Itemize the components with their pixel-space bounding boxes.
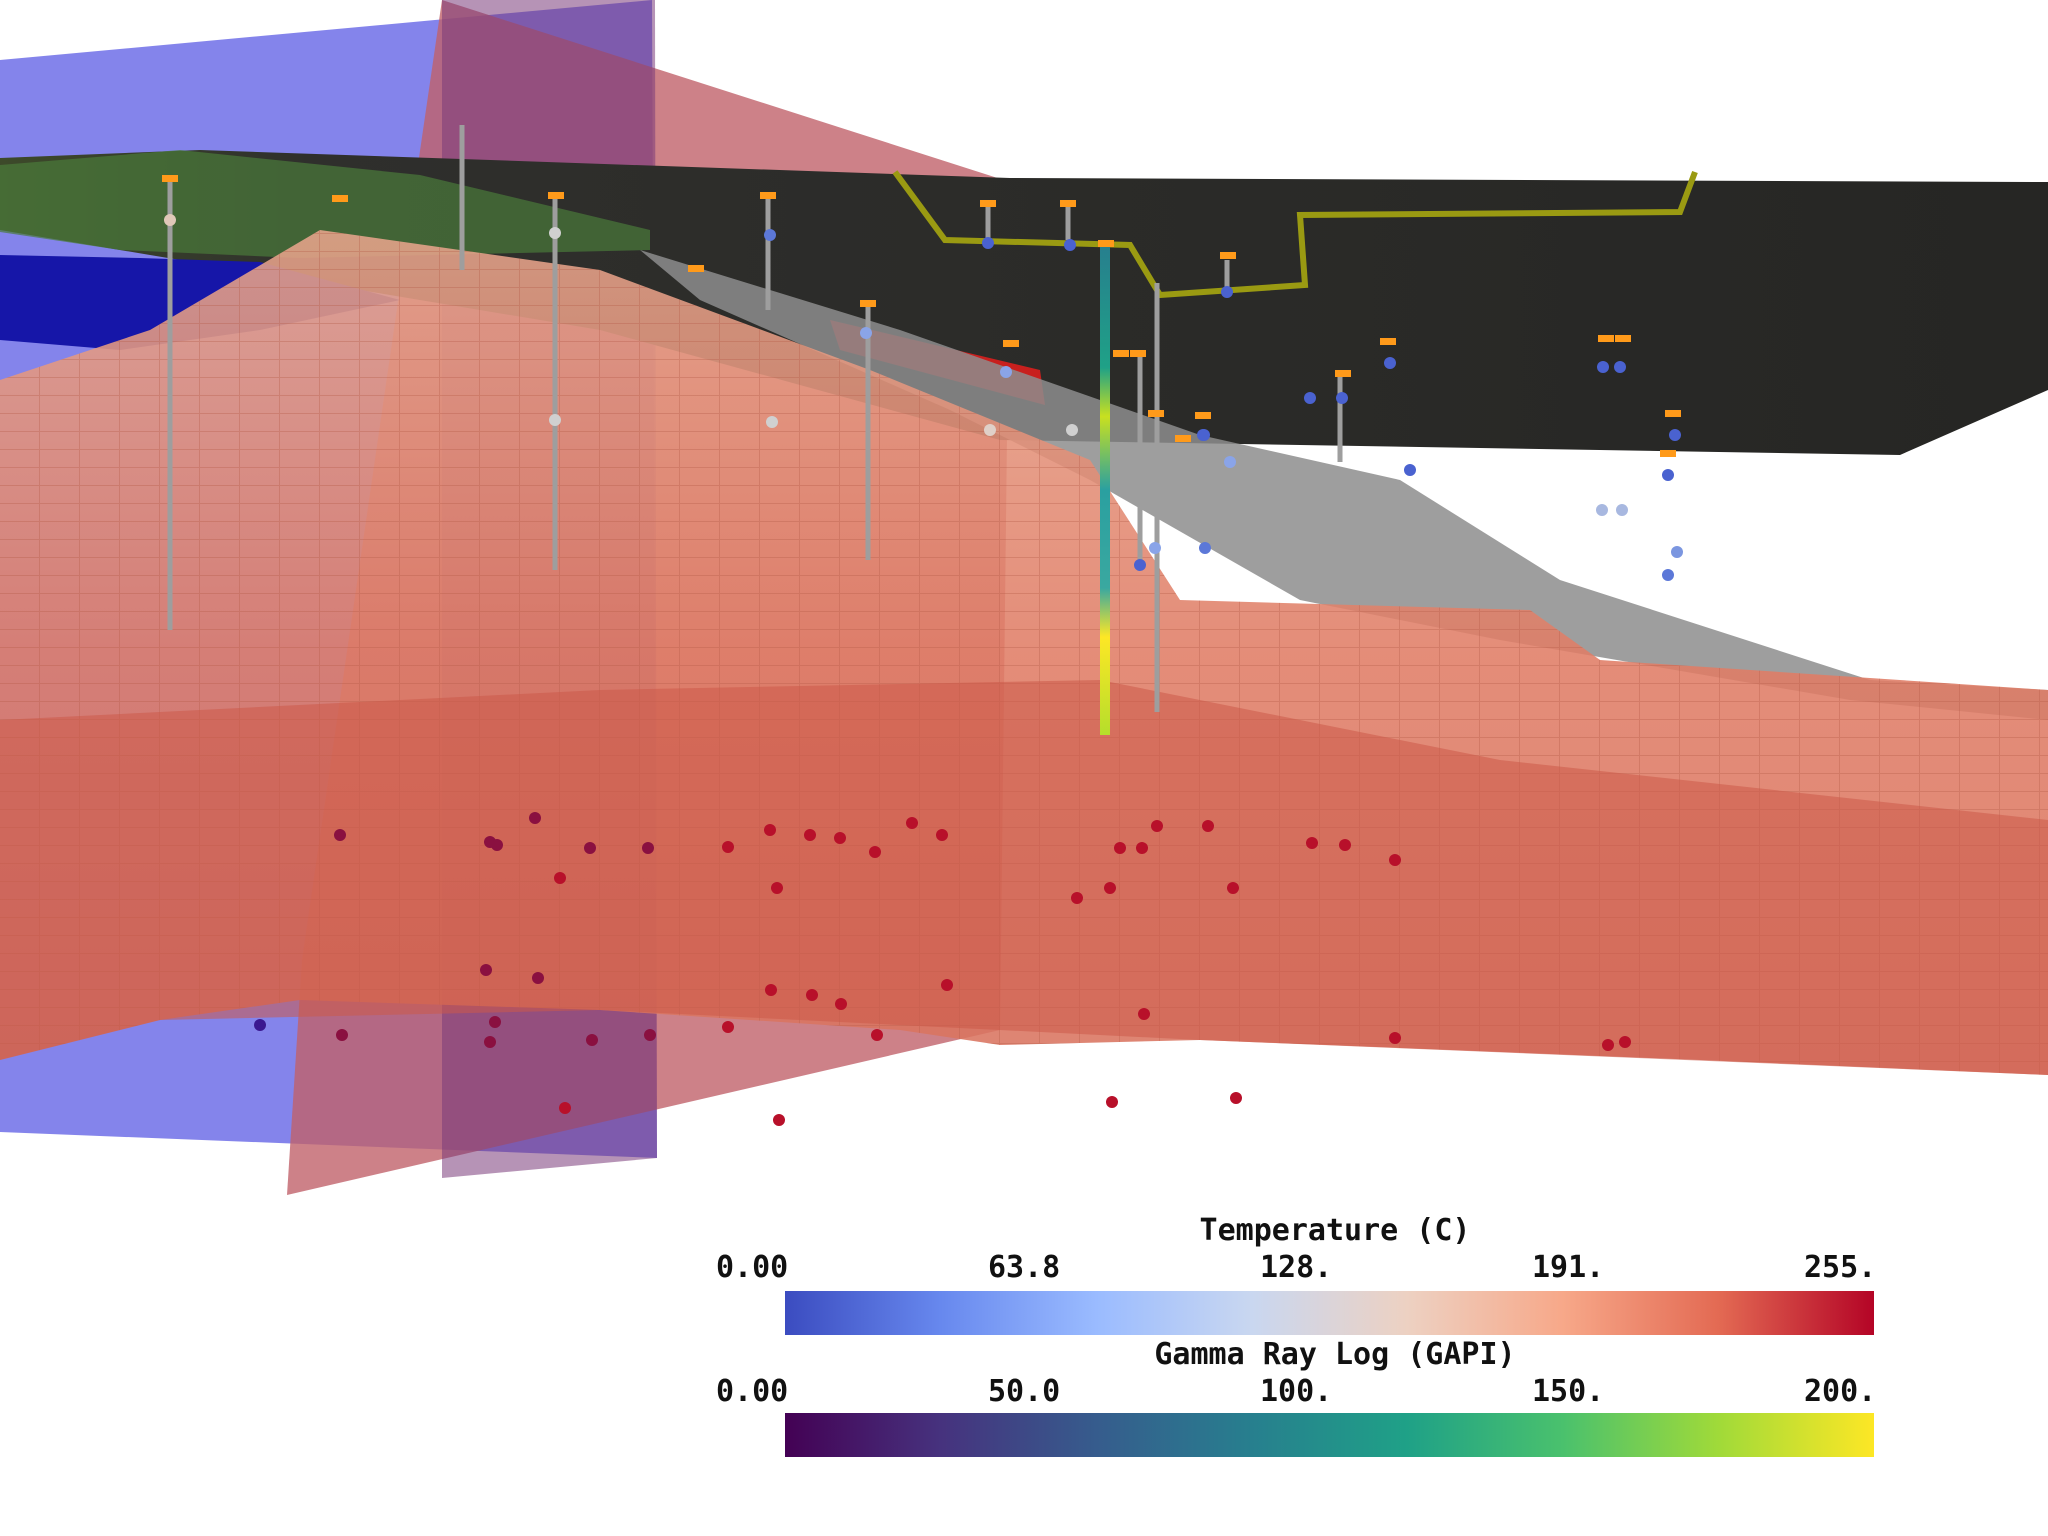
temperature-tick-0: 0.00 (716, 1250, 789, 1285)
temperature-tick-3: 191. (1532, 1250, 1605, 1285)
temperature-legend-title: Temperature (C) (1199, 1213, 1471, 1248)
well-top-markers (162, 175, 1681, 457)
temperature-colorbar (785, 1291, 1874, 1335)
temperature-sample-points-cool (164, 214, 1683, 581)
temperature-tick-2: 128. (1260, 1250, 1333, 1285)
temperature-sample-points-hot (254, 812, 1631, 1126)
gamma-tick-1: 50.0 (988, 1374, 1061, 1409)
gamma-tick-2: 100. (1260, 1374, 1333, 1409)
gamma-tick-4: 200. (1804, 1374, 1877, 1409)
gamma-tick-0: 0.00 (716, 1374, 789, 1409)
fault-surface (640, 250, 2048, 720)
gamma-legend-title: Gamma Ray Log (GAPI) (1154, 1337, 1516, 1372)
temperature-tick-4: 255. (1804, 1250, 1877, 1285)
gamma-colorbar (785, 1413, 1874, 1457)
temperature-tick-1: 63.8 (988, 1250, 1061, 1285)
gamma-tick-3: 150. (1532, 1374, 1605, 1409)
deep-reservoir-layer (0, 680, 2048, 1075)
well-tracks (167, 125, 1343, 712)
gamma-log-well (1100, 245, 1110, 735)
